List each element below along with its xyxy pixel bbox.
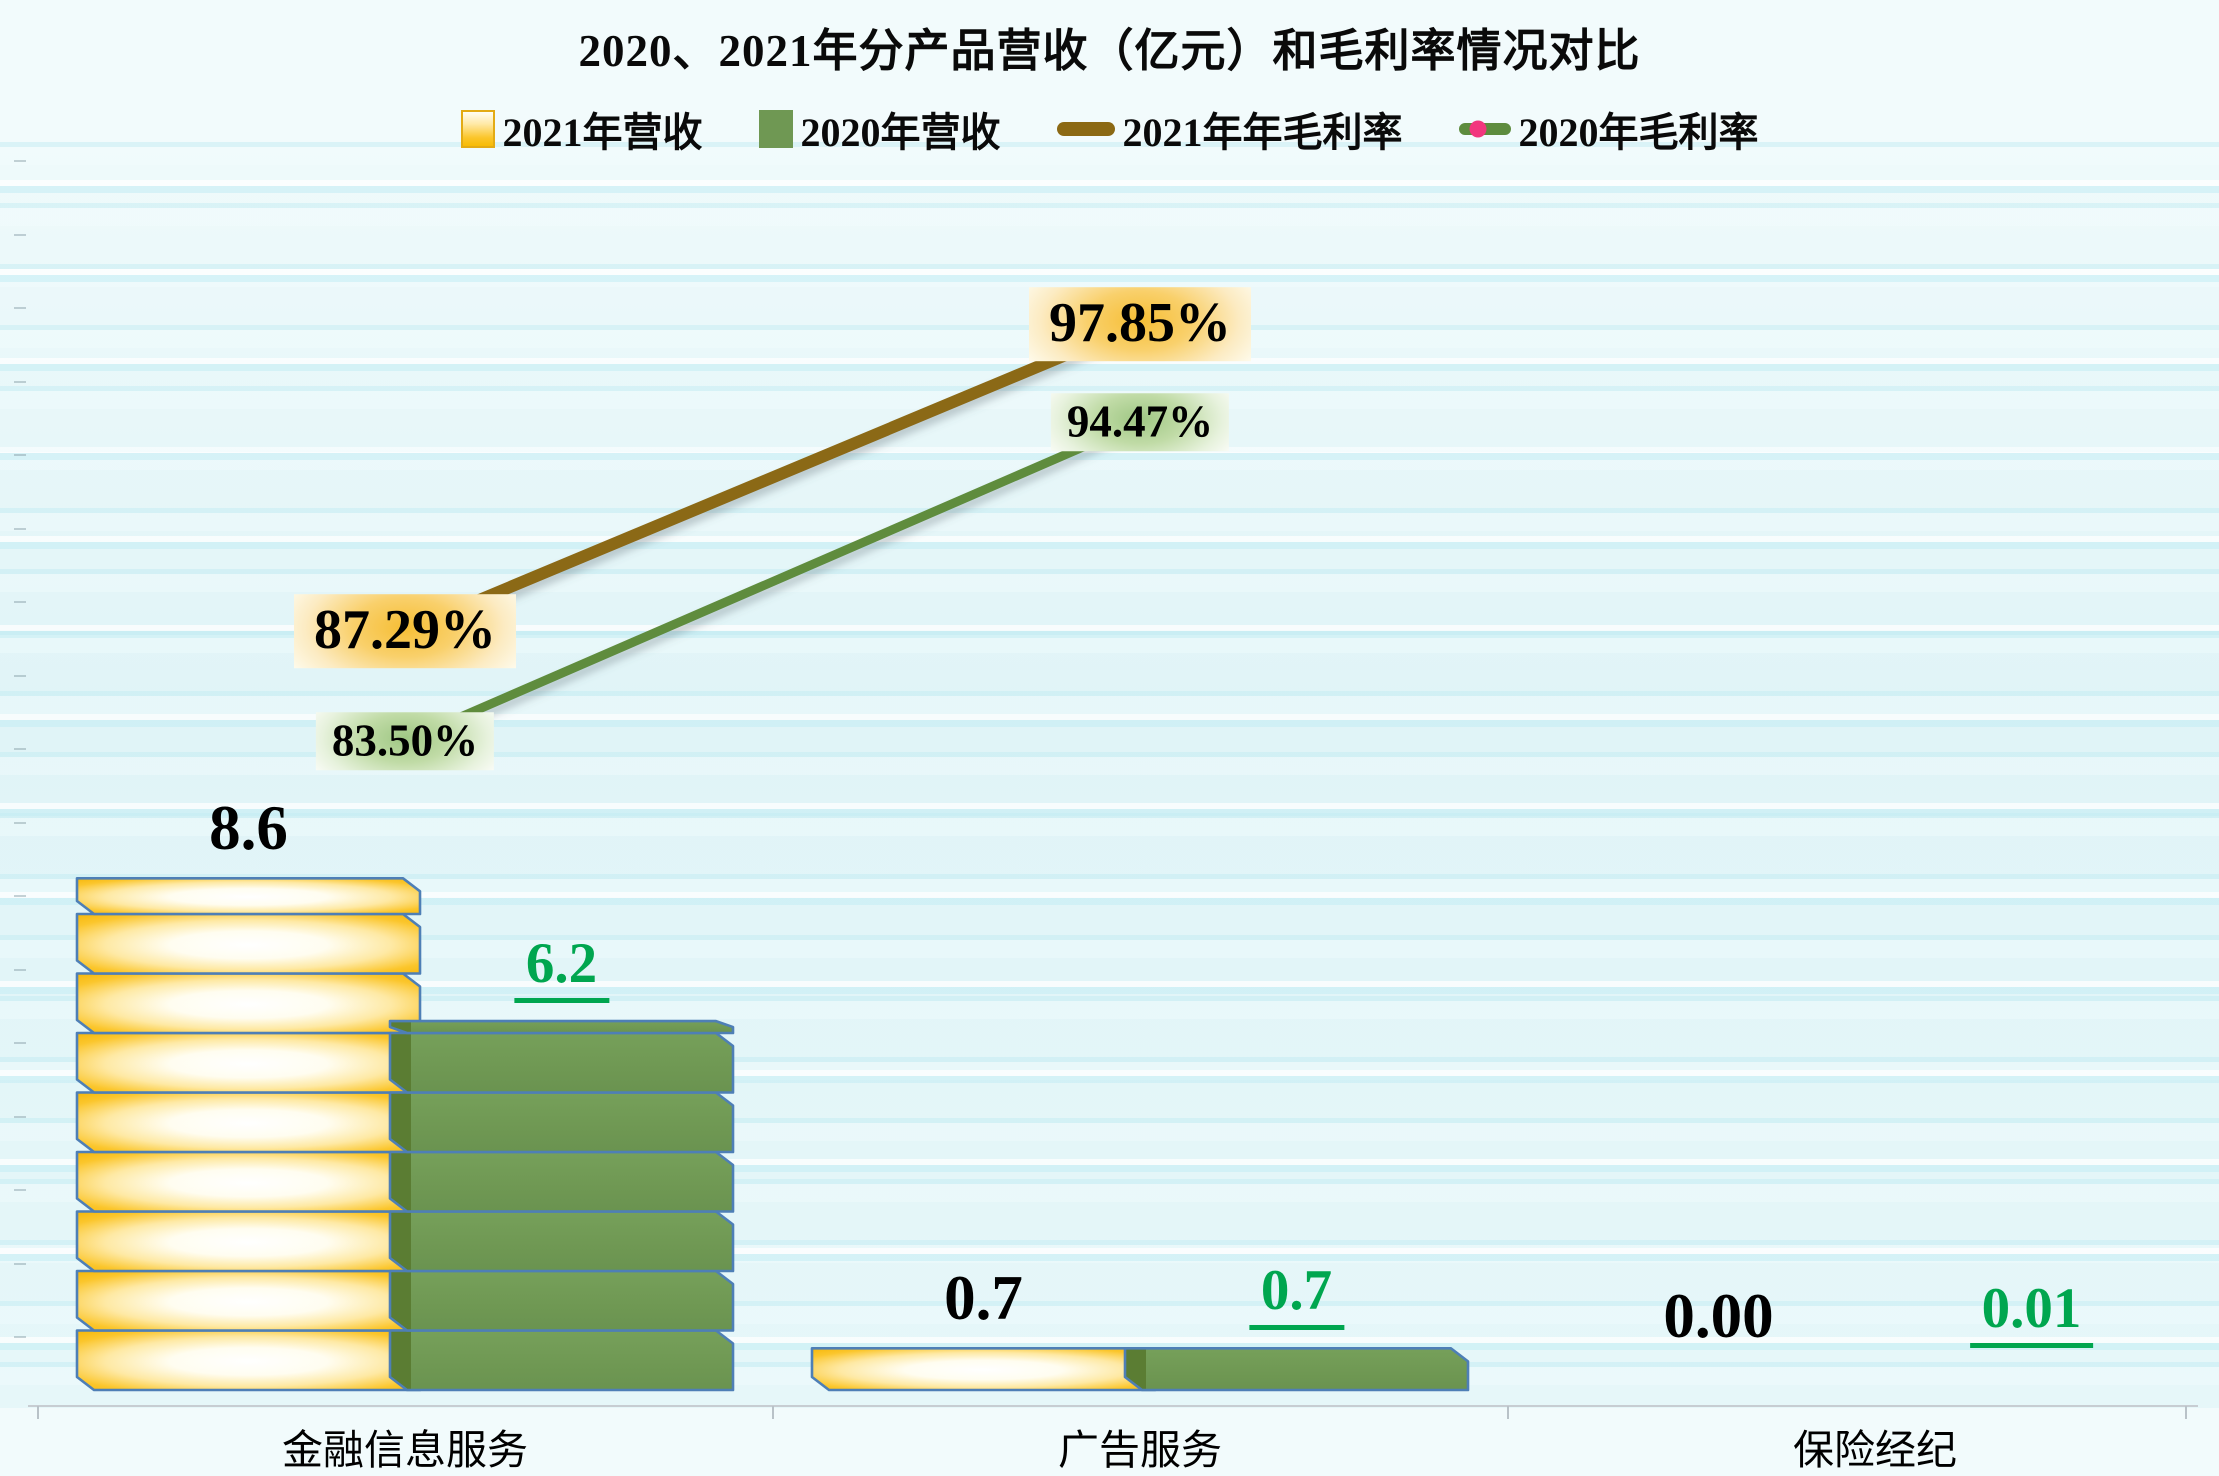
- legend-item-2021-margin: 2021年年毛利率: [1056, 100, 1403, 158]
- y-axis-tick: [14, 454, 26, 456]
- legend-label: 2020年毛利率: [1518, 110, 1759, 155]
- green-line-swatch-icon: [1458, 120, 1511, 138]
- margin-label-2020: 83.50%: [315, 712, 495, 770]
- y-axis-tick: [14, 233, 26, 236]
- legend-item-2020-margin: 2020年毛利率: [1458, 100, 1759, 158]
- category-label: 金融信息服务: [282, 1427, 528, 1473]
- bar-value-2020: 0.01: [1969, 1280, 2094, 1348]
- category-label: 保险经纪: [1793, 1427, 1957, 1473]
- olive-line-swatch-icon: [1056, 122, 1115, 136]
- category-label: 广告服务: [1058, 1427, 1222, 1473]
- y-axis-tick: [14, 748, 26, 750]
- legend-item-2020-revenue: 2020年营收: [758, 100, 1001, 158]
- margin-label-2020: 94.47%: [1050, 393, 1230, 451]
- pink-marker-dot-icon: [1469, 120, 1487, 138]
- x-axis-tick: [1507, 1406, 1509, 1419]
- y-axis-tick: [14, 601, 26, 603]
- y-axis-tick: [14, 307, 26, 309]
- x-axis-tick: [37, 1406, 39, 1419]
- y-axis-tick: [14, 1336, 26, 1338]
- y-axis-tick: [14, 821, 26, 824]
- y-axis-tick: [14, 1115, 26, 1118]
- bar-value-2021: 0.7: [944, 1263, 1023, 1334]
- y-axis-tick: [14, 1189, 26, 1191]
- y-axis-tick: [14, 527, 26, 530]
- y-axis-tick: [14, 674, 26, 677]
- margin-label-2021: 97.85%: [1029, 287, 1251, 361]
- y-axis-tick: [14, 895, 26, 897]
- y-axis-tick: [14, 1042, 26, 1044]
- y-axis-tick: [14, 380, 26, 383]
- bar-value-2021: 8.6: [209, 793, 288, 864]
- gold-bar-swatch-icon: [460, 110, 495, 148]
- legend-label: 2021年营收: [502, 110, 703, 155]
- bar-value-2021: 0.00: [1663, 1281, 1774, 1351]
- y-axis-tick: [14, 160, 26, 162]
- bar-value-2020: 0.7: [1248, 1262, 1345, 1331]
- green-bar-swatch-icon: [758, 110, 793, 148]
- margin-label-2021: 87.29%: [294, 594, 516, 668]
- legend-item-2021-revenue: 2021年营收: [460, 100, 703, 158]
- x-axis-line: [28, 1405, 2198, 1407]
- legend: 2021年营收 2020年营收 2021年年毛利率 2020年毛利率: [0, 100, 2219, 158]
- bar-value-2020: 6.2: [513, 935, 610, 1004]
- x-axis-tick: [2185, 1406, 2187, 1419]
- legend-label: 2020年营收: [800, 110, 1001, 155]
- y-axis-tick: [14, 1262, 26, 1265]
- x-axis-tick: [772, 1406, 774, 1419]
- legend-label: 2021年年毛利率: [1122, 110, 1403, 155]
- chart-title: 2020、2021年分产品营收（亿元）和毛利率情况对比: [578, 26, 1641, 76]
- y-axis-tick: [14, 968, 26, 971]
